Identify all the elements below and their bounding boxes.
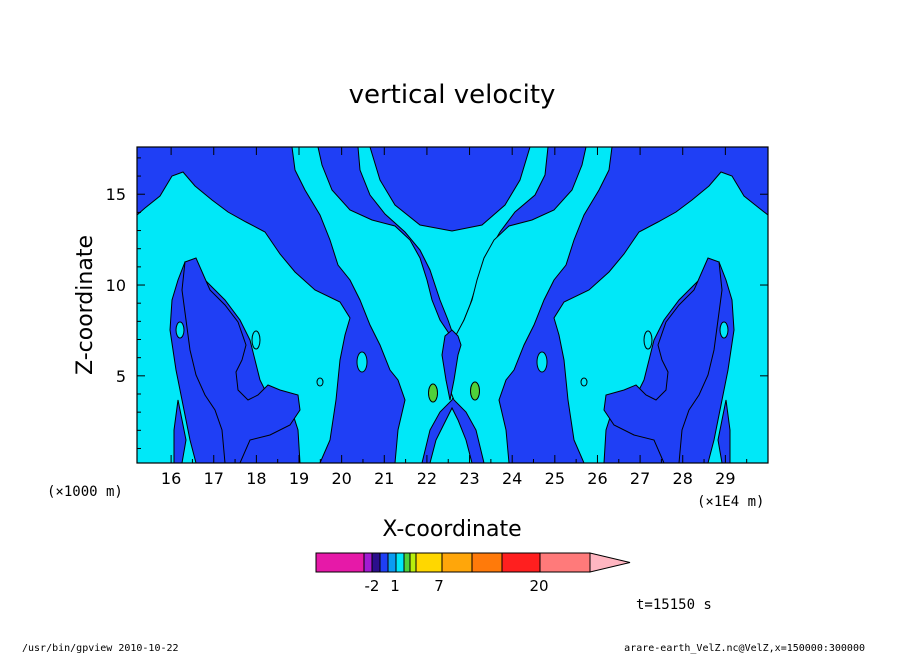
- colorbar-overflow-arrow: [589, 552, 631, 573]
- colorbar: -2 1 7 20: [315, 552, 631, 595]
- x-tick-label: 19: [289, 469, 309, 488]
- y-tick-label: 15: [106, 185, 126, 204]
- updraft-cell-left: [428, 383, 438, 403]
- x-tick-label: 26: [587, 469, 607, 488]
- colorbar-swatch: [539, 552, 591, 573]
- x-tick-label: 16: [161, 469, 181, 488]
- y-axis: 5 10 15: [106, 157, 768, 449]
- time-label: t=15150 s: [636, 597, 712, 613]
- colorbar-swatch: [395, 552, 405, 573]
- colorbar-swatch: [387, 552, 397, 573]
- plot-frame: [136, 146, 769, 464]
- x-tick-label: 24: [502, 469, 522, 488]
- updraft-cell-right: [470, 381, 480, 401]
- colorbar-swatch: [363, 552, 373, 573]
- x-tick-label: 20: [331, 469, 351, 488]
- x-tick-label: 18: [246, 469, 266, 488]
- contour-fill-downdraft-fingers: [173, 257, 731, 463]
- x-tick-label: 22: [417, 469, 437, 488]
- colorbar-swatch: [315, 552, 365, 573]
- colorbar-swatch: [403, 552, 411, 573]
- colorbar-label: 7: [434, 577, 444, 595]
- colorbar-label: 20: [529, 577, 548, 595]
- colorbar-label: -2: [365, 577, 380, 595]
- x-tick-label: 21: [374, 469, 394, 488]
- plot-area: [137, 147, 768, 463]
- colorbar-swatch: [415, 552, 443, 573]
- colorbar-swatch: [501, 552, 541, 573]
- colorbar-swatch: [379, 552, 389, 573]
- x-tick-label: 23: [459, 469, 479, 488]
- footer-right: arare-earth_VelZ.nc@VelZ,x=150000:300000: [624, 643, 865, 654]
- contour-fill-updraft: [428, 381, 480, 403]
- x-axis-title: X-coordinate: [382, 517, 521, 542]
- x-tick-label: 28: [673, 469, 693, 488]
- y-tick-label: 10: [106, 276, 126, 295]
- x-tick-label: 17: [204, 469, 224, 488]
- chart-title: vertical velocity: [349, 80, 556, 110]
- colorbar-swatch: [409, 552, 417, 573]
- x-unit-label: (×1000 m): [47, 484, 123, 500]
- x-tick-label: 29: [715, 469, 735, 488]
- x-tick-label: 25: [545, 469, 565, 488]
- footer-left: /usr/bin/gpview 2010-10-22: [22, 643, 179, 654]
- colorbar-swatch: [371, 552, 381, 573]
- contour-fill-near-zero: [137, 147, 768, 463]
- colorbar-swatch: [471, 552, 503, 573]
- x-tick-label: 27: [630, 469, 650, 488]
- y-axis-title: Z-coordinate: [73, 235, 98, 375]
- x-scale-label: (×1E4 m): [697, 494, 764, 510]
- x-axis: 16 17 18 19 20 21 22 23 24 25 26 27 28 29: [161, 147, 748, 488]
- y-tick-label: 5: [116, 367, 126, 386]
- colorbar-swatch: [441, 552, 473, 573]
- colorbar-label: 1: [390, 577, 400, 595]
